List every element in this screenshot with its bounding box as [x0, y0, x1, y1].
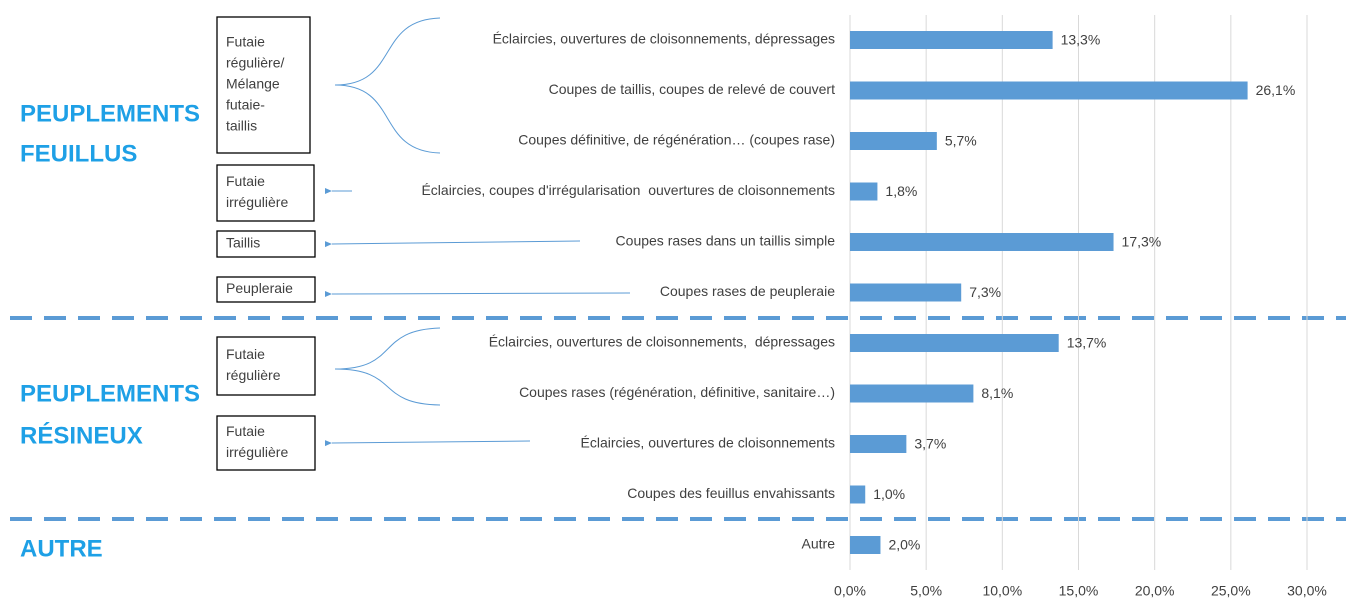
bar: [850, 384, 974, 403]
category-label: Coupes rases de peupleraie: [660, 283, 835, 299]
x-tick-label: 30,0%: [1287, 583, 1327, 599]
category-label: Autre: [802, 536, 836, 552]
bar: [850, 132, 937, 150]
box: [216, 336, 316, 396]
bar: [850, 233, 1114, 251]
bar: [850, 334, 1059, 352]
arrow: [324, 240, 581, 248]
group-title: FEUILLUS: [20, 140, 137, 167]
value-label: 13,7%: [1067, 335, 1107, 351]
box-label: régulière: [226, 367, 281, 383]
group-title: PEUPLEMENTS: [20, 100, 200, 127]
bar: [850, 536, 881, 554]
group-title: PEUPLEMENTS: [20, 380, 200, 407]
bar: [850, 182, 878, 201]
arrow: [324, 440, 531, 447]
group-title: RÉSINEUX: [20, 421, 143, 449]
value-label: 3,7%: [914, 436, 946, 452]
x-tick-label: 0,0%: [834, 583, 866, 599]
value-label: 26,1%: [1256, 82, 1296, 98]
value-label: 2,0%: [888, 537, 920, 553]
connectors: [324, 17, 631, 447]
box: [216, 230, 316, 258]
box: [216, 16, 311, 154]
category-label: Éclaircies, coupes d'irrégularisation ou…: [421, 182, 835, 198]
x-tick-label: 25,0%: [1211, 583, 1251, 599]
box-label: Futaie: [226, 423, 265, 439]
category-label: Coupes de taillis, coupes de relevé de c…: [549, 81, 836, 97]
value-label: 7,3%: [969, 284, 1001, 300]
bar: [850, 31, 1053, 49]
x-tick-label: 10,0%: [982, 583, 1022, 599]
box-label: régulière/: [226, 55, 284, 71]
category-label: Coupes rases dans un taillis simple: [616, 233, 836, 249]
x-tick-label: 20,0%: [1135, 583, 1175, 599]
group-title: AUTRE: [20, 535, 103, 562]
brace: [334, 17, 441, 154]
bar: [850, 81, 1248, 100]
category-label: Coupes définitive, de régénération… (cou…: [518, 132, 835, 148]
box-label: Futaie: [226, 34, 265, 50]
box-label: irrégulière: [226, 194, 288, 210]
brace: [334, 327, 441, 406]
x-tick-label: 5,0%: [910, 583, 942, 599]
category-label: Éclaircies, ouvertures de cloisonnements: [581, 435, 835, 451]
box-label: Futaie: [226, 173, 265, 189]
category-label: Coupes rases (régénération, définitive, …: [519, 384, 835, 400]
box-label: Peupleraie: [226, 280, 293, 296]
x-tick-label: 15,0%: [1059, 583, 1099, 599]
category-label: Coupes des feuillus envahissants: [627, 485, 835, 501]
value-label: 5,7%: [945, 133, 977, 149]
value-label: 1,8%: [885, 183, 917, 199]
box: [216, 276, 316, 303]
category-label: Éclaircies, ouvertures de cloisonnements…: [489, 334, 835, 350]
value-label: 17,3%: [1122, 234, 1162, 250]
bar: [850, 283, 962, 302]
box: [216, 415, 316, 471]
box-label: futaie-: [226, 97, 265, 113]
value-label: 8,1%: [981, 385, 1013, 401]
box-label: taillis: [226, 118, 257, 134]
value-label: 1,0%: [873, 486, 905, 502]
category-label: Éclaircies, ouvertures de cloisonnements…: [493, 31, 835, 47]
value-label: 13,3%: [1061, 32, 1101, 48]
arrow: [324, 291, 631, 298]
box-label: Taillis: [226, 235, 260, 251]
bar: [850, 435, 907, 453]
box: [216, 164, 315, 222]
box-label: irrégulière: [226, 444, 288, 460]
bar: [850, 485, 866, 504]
box-label: Mélange: [226, 76, 280, 92]
box-label: Futaie: [226, 346, 265, 362]
